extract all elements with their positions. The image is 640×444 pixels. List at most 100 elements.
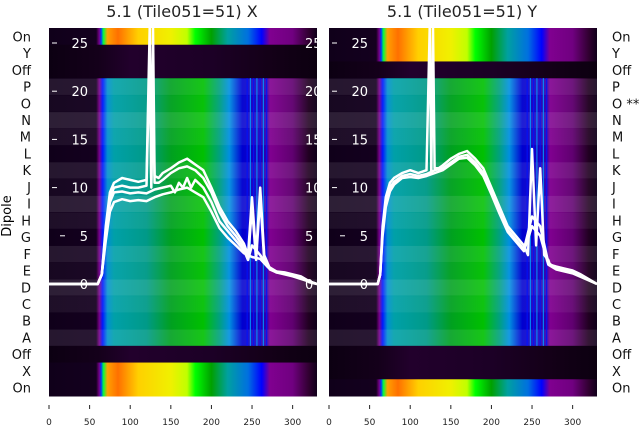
row-label: X: [22, 365, 31, 380]
heatmap-row: [329, 61, 597, 79]
row-label: F: [24, 248, 31, 263]
x-tick-label: 200: [203, 418, 220, 428]
row-label: P: [612, 81, 620, 96]
heatmap-row: [49, 362, 317, 380]
overlay-y-tick-label: 20: [351, 85, 368, 100]
row-label: Off: [12, 64, 32, 79]
heatmap-row: [329, 178, 597, 196]
x-tick-label: 0: [326, 418, 332, 428]
x-tick-label: 100: [122, 418, 139, 428]
overlay-line-x4: [49, 186, 318, 286]
row-label: C: [22, 298, 31, 313]
overlay-y-tick-label: 5: [360, 230, 368, 245]
overlay-y-tick-label: 25: [71, 37, 88, 52]
heatmap-row: [49, 312, 317, 330]
heatmap-row: [329, 28, 597, 46]
row-label: J: [26, 181, 31, 196]
row-label: J: [611, 181, 616, 196]
x-tick-label: 150: [162, 418, 179, 428]
row-label: I: [612, 198, 616, 213]
x-tick-label: 300: [564, 418, 581, 428]
x-tick-label: 200: [483, 418, 500, 428]
x-tick-label: 250: [243, 418, 260, 428]
panel-title-x: 5.1 (Tile051=51) X: [106, 2, 257, 21]
overlay-right-tick-label: 15: [305, 133, 322, 148]
overlay-y-tick-label: 5: [80, 230, 88, 245]
heatmap-row: [329, 345, 597, 364]
row-label: H: [612, 214, 622, 229]
row-label: Off: [12, 348, 32, 363]
heatmap-row: [49, 379, 317, 397]
heatmap-row: [329, 245, 597, 263]
ylabel-dipole: Dipole: [0, 195, 15, 236]
row-label: B: [612, 315, 621, 330]
row-label: Y: [611, 47, 620, 62]
overlay-y-tick-label: 15: [71, 133, 88, 148]
row-label: On: [13, 30, 31, 45]
heatmap-row: [329, 44, 597, 62]
heatmap-row: [49, 329, 317, 347]
row-label: Y: [22, 47, 31, 62]
heatmap-row: [329, 329, 597, 347]
heatmap-row: [329, 379, 597, 397]
heatmap-row: [329, 362, 597, 380]
heatmap-row: [49, 94, 317, 113]
panel-title-y: 5.1 (Tile051=51) Y: [387, 2, 537, 21]
heatmap-row: [49, 195, 317, 213]
x-tick-label: 50: [364, 418, 376, 428]
row-label: D: [612, 281, 622, 296]
row-label: D: [21, 281, 31, 296]
row-label: On: [612, 382, 630, 397]
x-tick-label: 0: [46, 418, 52, 428]
heatmap-row: [329, 94, 597, 113]
row-label: G: [21, 231, 31, 246]
row-label: A: [612, 331, 621, 346]
row-label: N: [612, 114, 622, 129]
heatmap-row: [329, 78, 597, 96]
x-tick-label: 150: [442, 418, 459, 428]
row-label: On: [13, 382, 31, 397]
heatmap-row: [49, 44, 317, 62]
row-label: P: [23, 81, 31, 96]
heatmap-row: [329, 111, 597, 129]
row-label: K: [612, 164, 621, 179]
row-label: E: [23, 265, 31, 280]
x-tick-label: 100: [402, 418, 419, 428]
heatmap-row: [49, 28, 317, 46]
row-label: A: [22, 331, 31, 346]
heatmap-row: [329, 128, 597, 146]
overlay-y-tick-label: 0: [360, 278, 368, 293]
heatmap-row: [329, 212, 597, 230]
row-label: N: [21, 114, 31, 129]
overlay-right-tick-label: 20: [305, 85, 322, 100]
row-label: O: [21, 97, 31, 112]
overlay-line-x3: [49, 176, 318, 286]
row-label: F: [612, 248, 619, 263]
row-label: On: [612, 30, 630, 45]
overlay-y-tick-label: 10: [71, 182, 88, 197]
row-label: E: [612, 265, 620, 280]
heatmap-row: [329, 161, 597, 180]
heatmap-row: [49, 161, 317, 180]
row-label: Off: [612, 64, 632, 79]
row-label: I: [27, 198, 31, 213]
row-label: Off: [612, 348, 632, 363]
row-label: M: [20, 131, 31, 146]
heatmap-row: [329, 228, 597, 246]
overlay-y-tick-label: 0: [80, 278, 88, 293]
x-tick-label: 300: [284, 418, 301, 428]
overlay-y-tick-label: 25: [351, 37, 368, 52]
row-label: X: [612, 365, 621, 380]
heatmap-row: [49, 128, 317, 146]
heatmap-row: [329, 278, 597, 297]
row-label: M: [612, 131, 623, 146]
heatmap-row: [49, 61, 317, 79]
heatmap-row: [49, 345, 317, 364]
row-label: L: [24, 147, 32, 162]
row-label: O **: [612, 97, 640, 112]
heatmap-row: [49, 295, 317, 313]
row-label: H: [21, 214, 31, 229]
